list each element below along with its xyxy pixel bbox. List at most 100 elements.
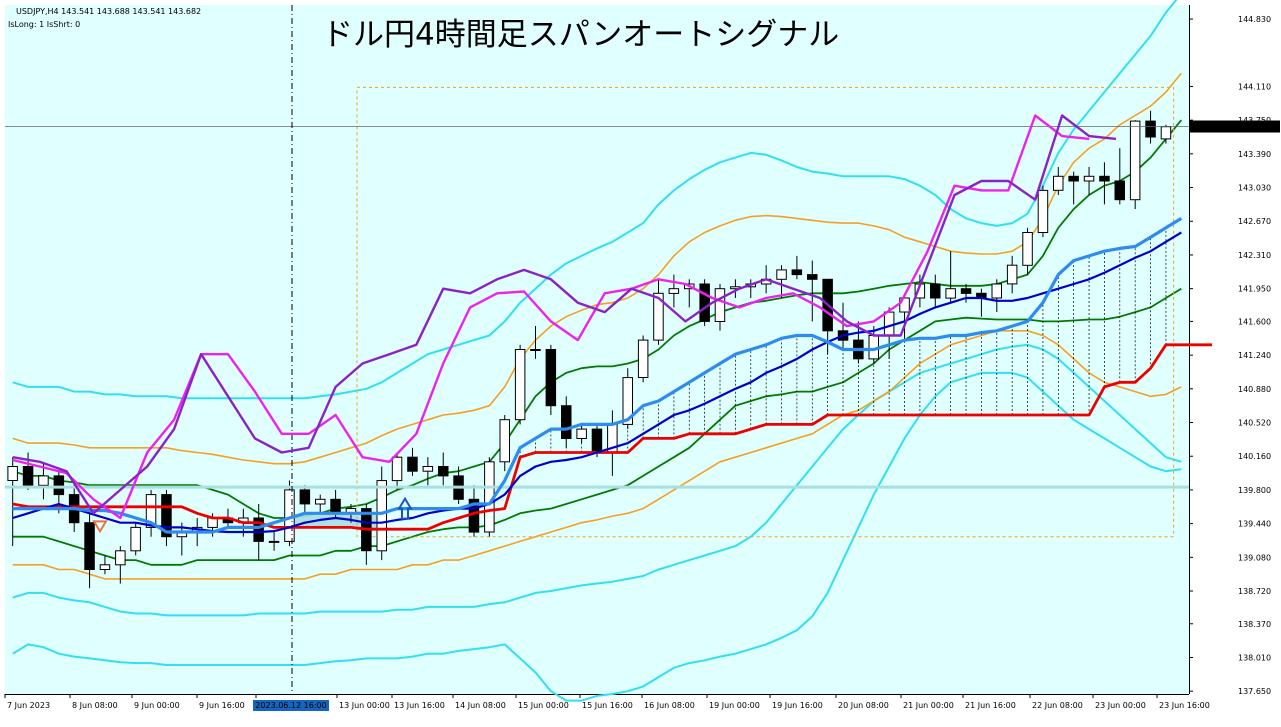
time-tick-label: 16 Jun 08:00 [644,701,695,710]
time-tick-label: 23 Jun 16:00 [1159,701,1210,710]
candle[interactable] [530,349,541,351]
time-tick-label: 2023.06.12 16:00 [255,701,326,710]
candle[interactable] [145,494,157,528]
candle[interactable] [791,269,803,276]
candle[interactable] [376,480,387,552]
candle[interactable] [38,475,49,486]
candle[interactable] [1099,175,1110,182]
candle[interactable] [1114,180,1125,201]
current-price-label: 143.682 [1238,123,1271,132]
candle[interactable] [514,349,526,421]
candle[interactable] [1022,232,1033,266]
candle[interactable] [299,489,311,505]
series-line-8 [12,0,1178,400]
candle[interactable] [668,288,680,294]
candle[interactable] [268,540,280,543]
candle[interactable] [1006,264,1018,285]
price-tick-label: 140.880 [1238,385,1271,394]
candle[interactable] [438,466,449,477]
candle[interactable] [499,419,510,463]
candle[interactable] [422,466,434,472]
candle[interactable] [330,498,341,514]
candle[interactable] [99,564,111,570]
time-tick-label: 13 Jun 16:00 [394,701,445,710]
candle[interactable] [1068,175,1079,182]
candle[interactable] [115,550,126,566]
time-tick-label: 7 Jun 2023 [7,701,50,710]
candle[interactable] [576,428,587,440]
candle[interactable] [130,526,141,552]
candle[interactable] [899,297,910,313]
time-tick-label: 15 Jun 00:00 [518,701,569,710]
candle[interactable] [653,292,664,341]
time-tick-label: 8 Jun 08:00 [72,701,118,710]
candle[interactable] [637,339,649,379]
price-tick-label: 138.010 [1238,653,1271,662]
candle[interactable] [1053,175,1064,191]
candle[interactable] [991,283,1002,299]
time-tick-label: 13 Jun 00:00 [339,701,390,710]
indicator-lines-layer [5,0,1190,702]
candle[interactable] [1145,120,1156,138]
candle[interactable] [161,494,172,538]
candle[interactable] [883,311,895,337]
candle[interactable] [930,283,941,299]
price-tick-label: 139.440 [1238,520,1271,529]
candle[interactable] [1129,120,1141,201]
series-line-11 [12,114,1117,515]
candle[interactable] [561,405,572,440]
price-axis-border [1189,5,1190,694]
series-line-2 [12,217,1183,534]
candle[interactable] [714,288,726,323]
series-line-9 [12,371,1182,702]
candle[interactable] [53,475,65,496]
series-line-3 [12,287,1182,566]
price-tick-label: 144.110 [1238,82,1271,91]
candle[interactable] [207,517,218,528]
candle[interactable] [776,269,787,280]
price-tick-label: 143.030 [1238,184,1271,193]
candle[interactable] [622,377,633,425]
candle[interactable] [315,498,326,505]
candle[interactable] [699,283,710,322]
candle[interactable] [391,456,403,482]
axis-layer: 144.830 144.110 143.390 143.030 142.670 142.3… [4,15,1280,711]
candle[interactable] [960,288,972,294]
crosshair-date-box [253,700,329,711]
series-line-0 [12,343,1213,531]
candle[interactable] [7,466,18,481]
current-price-box [1190,120,1280,133]
candle[interactable] [22,466,34,486]
price-tick-label: 137.650 [1238,687,1271,696]
series-line-7 [12,343,1182,617]
candle[interactable] [1160,126,1172,140]
chart-title: ドル円4時間足スパンオートシグナル [322,17,839,53]
price-tick-label: 139.080 [1238,553,1271,562]
plot-area [5,5,1189,694]
time-tick-label: 23 Jun 00:00 [1095,701,1146,710]
candle[interactable] [1037,189,1049,233]
price-tick-label: 140.160 [1238,452,1271,461]
price-tick-label: 143.390 [1238,150,1271,159]
time-tick-label: 22 Jun 08:00 [1032,701,1083,710]
candle[interactable] [945,288,956,299]
signal-range-box [356,86,1175,538]
time-tick-label: 20 Jun 08:00 [838,701,889,710]
buy-arrow-icon [397,496,413,520]
time-axis-border [5,694,1189,695]
time-tick-label: 19 Jun 00:00 [709,701,760,710]
candle[interactable] [84,522,95,571]
price-tick-label: 142.670 [1238,217,1271,226]
candle[interactable] [545,349,557,407]
cloud-fill [289,513,382,530]
candle[interactable] [591,428,603,454]
sell-arrow-icon [92,520,108,534]
candle[interactable] [807,274,818,280]
price-tick-label: 141.950 [1238,285,1271,294]
candle[interactable] [407,456,418,472]
candle[interactable] [253,517,264,542]
candle[interactable] [1083,175,1095,182]
time-tick-label: 9 Jun 16:00 [199,701,245,710]
